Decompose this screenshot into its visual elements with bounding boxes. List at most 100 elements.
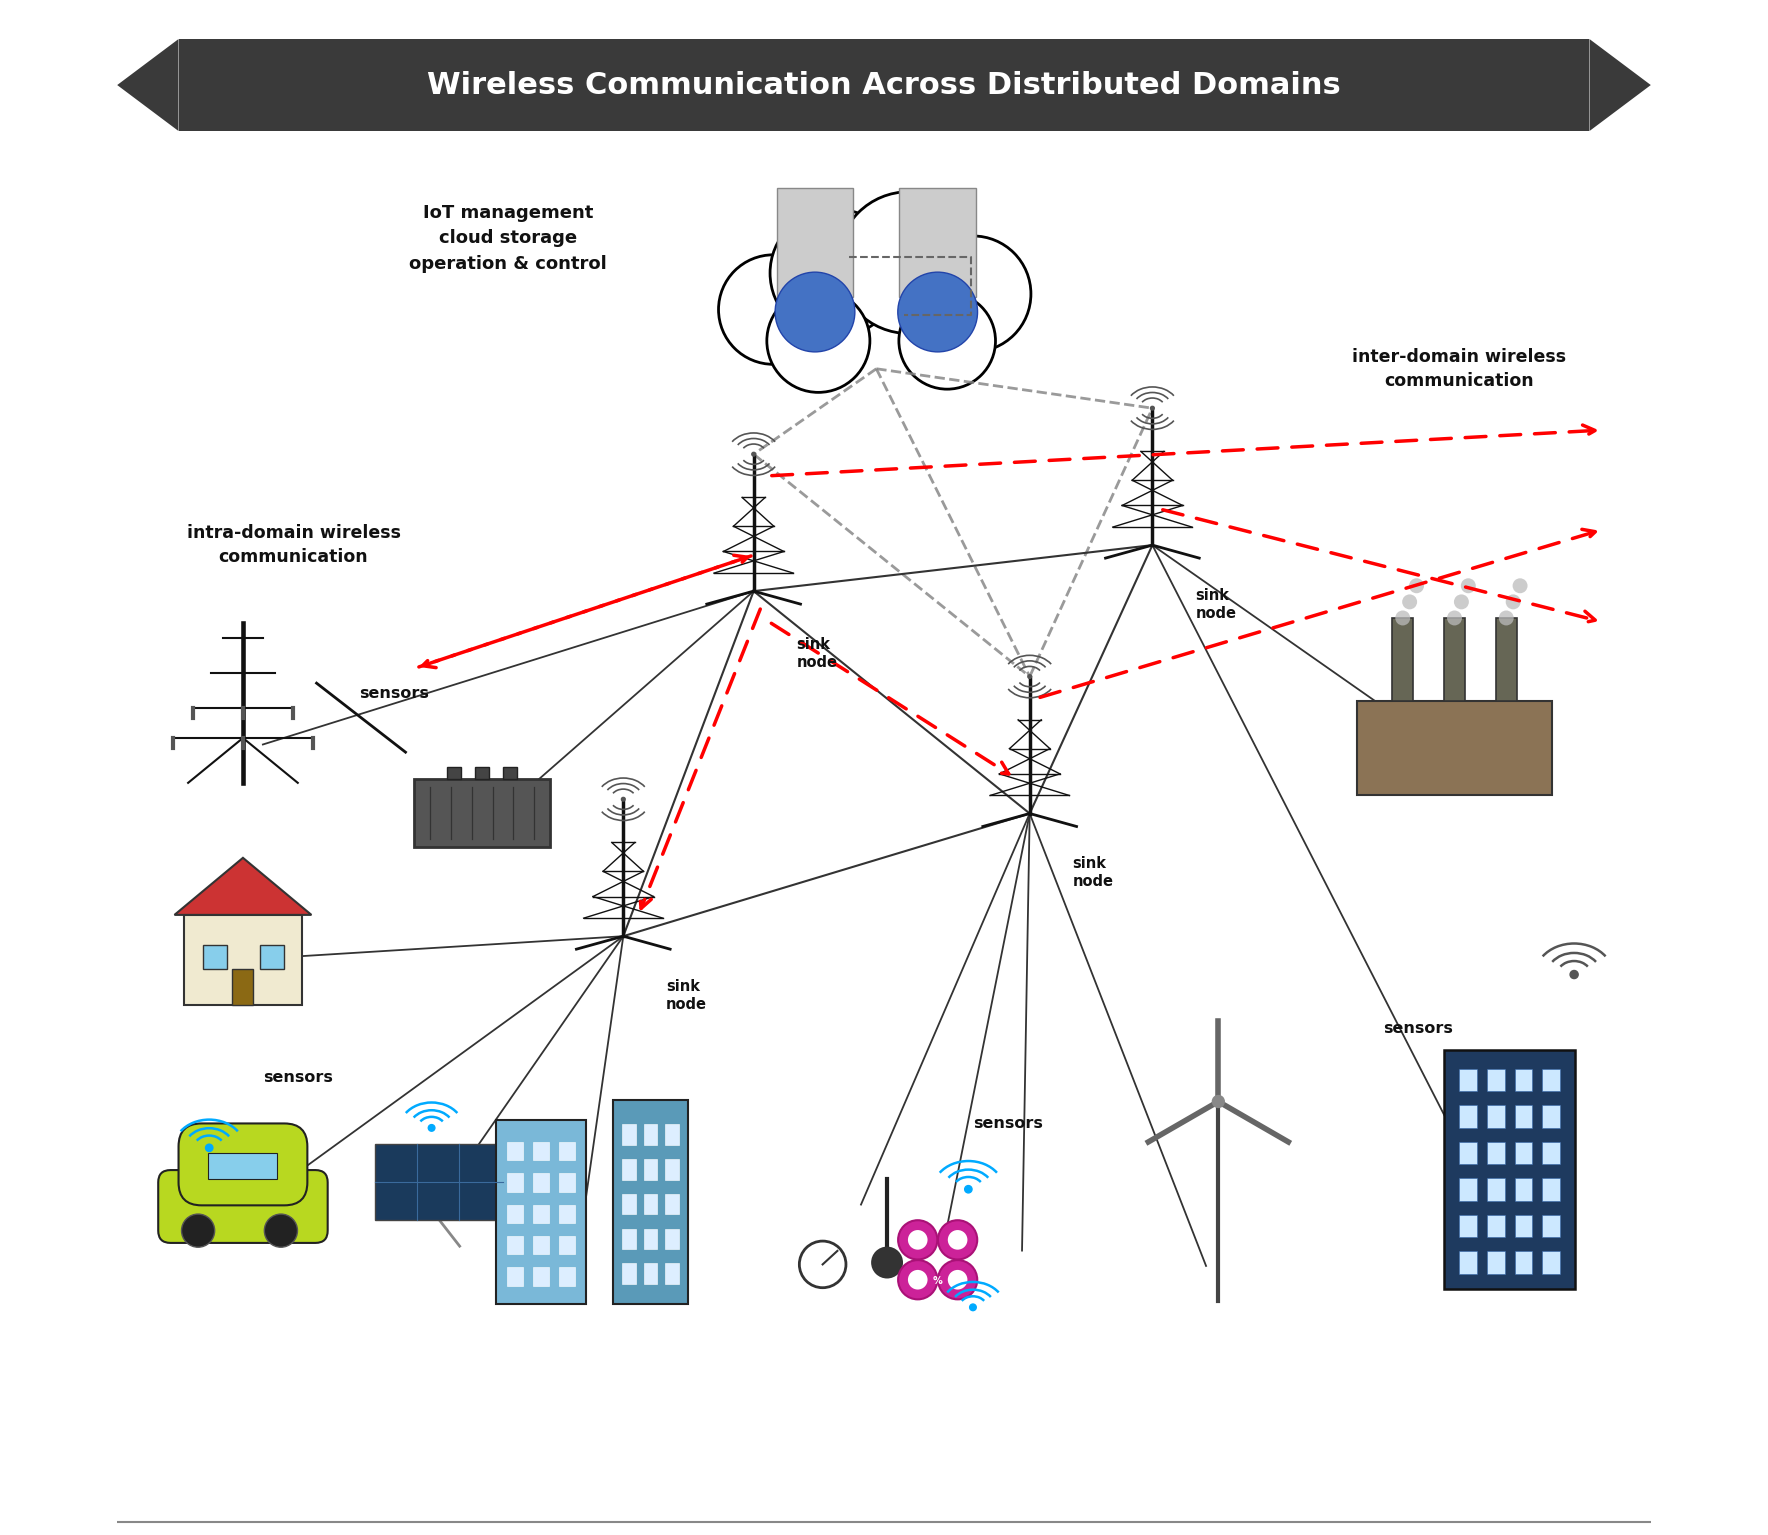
Circle shape [799,1242,845,1288]
FancyBboxPatch shape [203,946,226,969]
Text: IoT management
cloud storage
operation & control: IoT management cloud storage operation &… [410,204,606,273]
Text: sensors: sensors [972,1116,1043,1131]
FancyBboxPatch shape [1515,1068,1533,1091]
Text: sensors: sensors [263,1070,332,1085]
FancyBboxPatch shape [644,1228,658,1249]
FancyBboxPatch shape [1542,1214,1559,1237]
FancyBboxPatch shape [644,1125,658,1145]
FancyBboxPatch shape [644,1159,658,1179]
FancyBboxPatch shape [1459,1179,1476,1200]
FancyBboxPatch shape [644,1263,658,1283]
Circle shape [1395,611,1411,625]
Polygon shape [117,38,179,130]
FancyBboxPatch shape [1393,619,1413,701]
FancyBboxPatch shape [375,1144,504,1220]
FancyBboxPatch shape [507,1268,523,1286]
Text: intra-domain wireless
communication: intra-domain wireless communication [187,523,401,566]
FancyBboxPatch shape [1515,1251,1533,1274]
FancyBboxPatch shape [1487,1105,1505,1128]
FancyBboxPatch shape [497,1121,585,1305]
FancyBboxPatch shape [532,1205,548,1223]
FancyBboxPatch shape [1459,1251,1476,1274]
FancyBboxPatch shape [665,1263,679,1283]
FancyBboxPatch shape [1487,1214,1505,1237]
Text: sensors: sensors [1383,1021,1453,1036]
FancyBboxPatch shape [532,1268,548,1286]
FancyBboxPatch shape [1542,1179,1559,1200]
Circle shape [1211,1094,1225,1108]
FancyBboxPatch shape [532,1142,548,1160]
FancyBboxPatch shape [502,766,518,780]
FancyBboxPatch shape [414,780,550,847]
FancyBboxPatch shape [1496,619,1517,701]
FancyBboxPatch shape [776,187,854,296]
Circle shape [916,236,1031,352]
Circle shape [205,1144,212,1151]
FancyBboxPatch shape [644,1194,658,1214]
Circle shape [969,1305,976,1311]
Circle shape [1446,611,1462,625]
Circle shape [838,192,979,333]
FancyBboxPatch shape [1542,1142,1559,1165]
Circle shape [428,1125,435,1131]
Text: Wireless Communication Across Distributed Domains: Wireless Communication Across Distribute… [428,71,1340,100]
FancyBboxPatch shape [622,1263,635,1283]
Circle shape [948,1230,967,1249]
FancyBboxPatch shape [532,1173,548,1191]
FancyBboxPatch shape [622,1159,635,1179]
Circle shape [1499,611,1513,625]
Text: sensors: sensors [359,686,430,701]
FancyBboxPatch shape [1459,1142,1476,1165]
Circle shape [718,255,827,364]
Circle shape [1453,594,1469,609]
Circle shape [939,1220,978,1260]
FancyBboxPatch shape [1459,1068,1476,1091]
FancyBboxPatch shape [507,1236,523,1254]
FancyBboxPatch shape [1515,1179,1533,1200]
FancyBboxPatch shape [179,38,1589,130]
FancyBboxPatch shape [665,1228,679,1249]
Circle shape [1513,579,1528,593]
FancyBboxPatch shape [1459,1214,1476,1237]
FancyBboxPatch shape [559,1236,575,1254]
FancyBboxPatch shape [559,1173,575,1191]
FancyBboxPatch shape [613,1101,688,1305]
FancyBboxPatch shape [476,766,490,780]
FancyBboxPatch shape [1542,1068,1559,1091]
Text: sink
node: sink node [1073,857,1114,889]
Circle shape [1027,675,1031,678]
FancyBboxPatch shape [1356,701,1552,795]
Polygon shape [175,858,311,915]
Circle shape [182,1214,214,1248]
FancyBboxPatch shape [1487,1068,1505,1091]
FancyBboxPatch shape [507,1205,523,1223]
Circle shape [965,1185,972,1193]
FancyBboxPatch shape [157,1170,327,1243]
FancyBboxPatch shape [532,1236,548,1254]
FancyBboxPatch shape [1444,1050,1575,1289]
Circle shape [1402,594,1418,609]
FancyBboxPatch shape [507,1173,523,1191]
FancyBboxPatch shape [447,766,461,780]
FancyBboxPatch shape [1487,1142,1505,1165]
Circle shape [872,1246,903,1279]
FancyBboxPatch shape [559,1268,575,1286]
Circle shape [898,1220,937,1260]
FancyBboxPatch shape [232,969,253,1005]
Circle shape [939,1260,978,1299]
Text: sink
node: sink node [1195,588,1236,622]
FancyBboxPatch shape [179,1124,308,1205]
FancyBboxPatch shape [559,1205,575,1223]
FancyBboxPatch shape [665,1125,679,1145]
Circle shape [621,797,626,801]
Text: inter-domain wireless
communication: inter-domain wireless communication [1353,347,1566,390]
Text: sink
node: sink node [797,637,838,671]
Circle shape [909,1269,928,1289]
FancyBboxPatch shape [1515,1105,1533,1128]
FancyBboxPatch shape [184,915,302,1005]
FancyBboxPatch shape [507,1142,523,1160]
Text: sink
node: sink node [667,979,707,1012]
FancyBboxPatch shape [622,1194,635,1214]
FancyBboxPatch shape [260,946,285,969]
FancyBboxPatch shape [1444,619,1466,701]
